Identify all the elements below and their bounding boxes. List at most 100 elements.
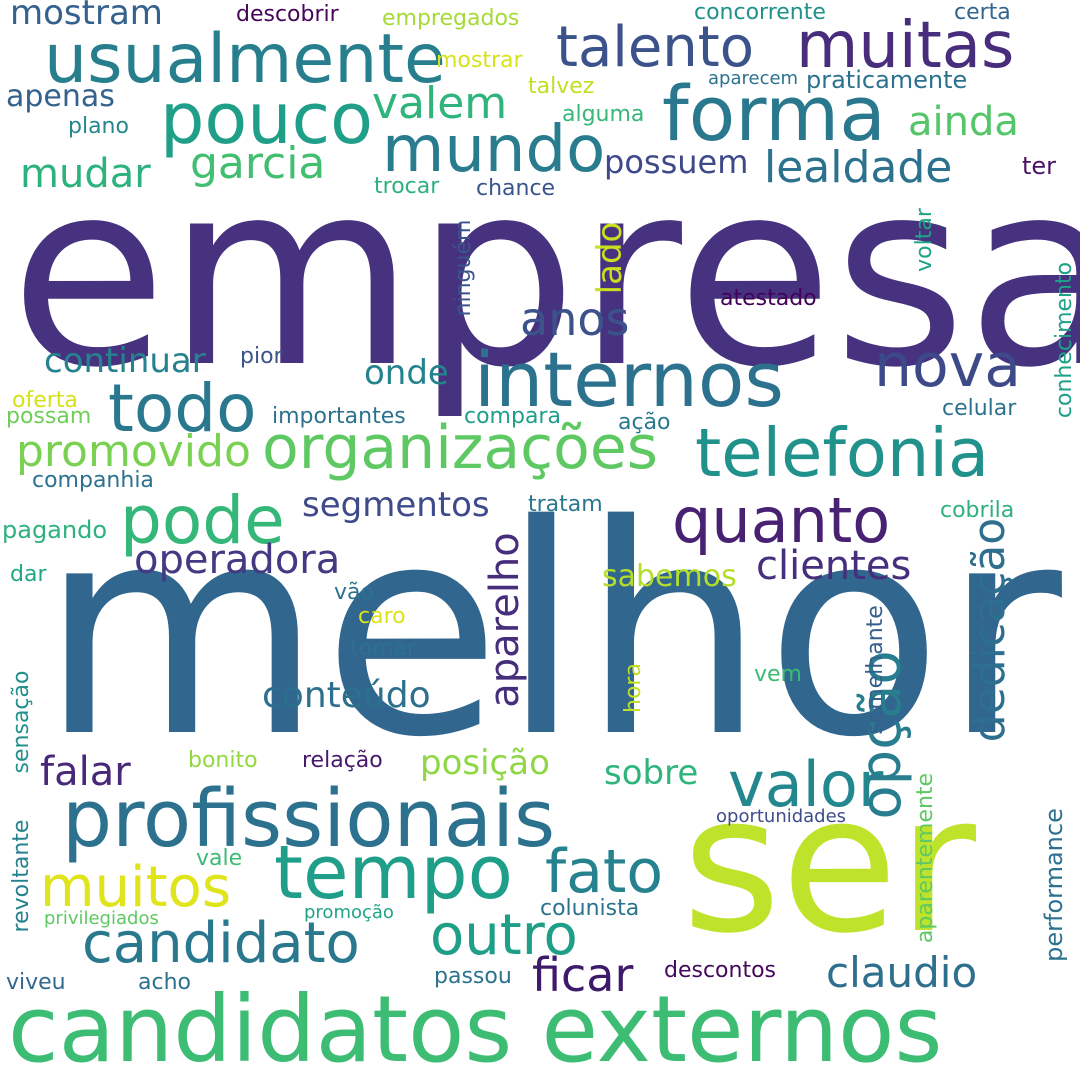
word-promocao: promoção bbox=[304, 902, 394, 923]
word-clientes: clientes bbox=[756, 543, 912, 589]
word-cobrila: cobrila bbox=[940, 498, 1015, 523]
word-talvez: talvez bbox=[528, 74, 595, 99]
word-pagando: pagando bbox=[2, 516, 108, 544]
word-onde: onde bbox=[364, 353, 449, 393]
word-candidatos-externos: candidatos externos bbox=[8, 976, 943, 1080]
word-valor: valor bbox=[728, 748, 884, 821]
word-compara: compara bbox=[464, 404, 561, 429]
word-tratam: tratam bbox=[528, 492, 603, 517]
word-sensacao: sensação bbox=[9, 670, 34, 774]
word-valem: valem bbox=[372, 78, 508, 129]
word-ter: ter bbox=[1022, 152, 1057, 180]
word-celular: celular bbox=[942, 396, 1017, 421]
word-concorrente: concorrente bbox=[694, 0, 826, 25]
word-nova: nova bbox=[874, 331, 1022, 401]
word-bonito: bonito bbox=[188, 748, 258, 773]
word-todo: todo bbox=[108, 370, 257, 447]
word-possuem: possuem bbox=[604, 143, 749, 181]
word-performance: performance bbox=[1040, 808, 1068, 962]
word-melhor: melhor bbox=[40, 464, 1062, 801]
word-segmentos: segmentos bbox=[302, 485, 490, 525]
word-telefonia: telefonia bbox=[695, 414, 990, 492]
word-chance: chance bbox=[476, 176, 556, 201]
word-companhia: companhia bbox=[32, 468, 154, 493]
word-oportunidades: oportunidades bbox=[716, 806, 847, 827]
word-plano: plano bbox=[68, 114, 129, 139]
word-vao: vão bbox=[334, 580, 374, 605]
word-tempo: tempo bbox=[274, 830, 513, 916]
word-certa: certa bbox=[954, 0, 1011, 25]
word-caro: caro bbox=[358, 604, 406, 629]
word-garcia: garcia bbox=[190, 138, 326, 189]
word-colunista: colunista bbox=[540, 896, 640, 921]
word-aparentemente: aparentemente bbox=[913, 772, 938, 944]
word-mundo: mundo bbox=[382, 113, 606, 187]
word-continuar: continuar bbox=[44, 341, 206, 381]
word-conhecimento: conhecimento bbox=[1052, 261, 1077, 419]
word-posicao: posição bbox=[420, 743, 550, 783]
word-mostram: mostram bbox=[10, 0, 163, 33]
word-promovido: promovido bbox=[16, 426, 251, 477]
word-descontos: descontos bbox=[664, 958, 777, 983]
word-semelhante: semelhante bbox=[863, 605, 888, 735]
word-muitas: muitas bbox=[796, 9, 1015, 83]
word-ficar: ficar bbox=[532, 948, 634, 1002]
word-organizacoes: organizações bbox=[262, 413, 659, 483]
word-voltar: voltar bbox=[912, 208, 937, 272]
word-talento: talento bbox=[556, 15, 754, 80]
word-operadora: operadora bbox=[134, 537, 341, 583]
word-candidato: candidato bbox=[82, 911, 360, 976]
word-lado: lado bbox=[590, 221, 630, 295]
word-ainda: ainda bbox=[908, 99, 1019, 145]
word-descobrir: descobrir bbox=[236, 2, 339, 27]
word-fato: fato bbox=[545, 837, 664, 907]
word-possam: possam bbox=[6, 404, 92, 429]
word-tomar: tomar bbox=[350, 636, 417, 661]
word-vale: vale bbox=[196, 846, 243, 871]
word-empresa: empresa bbox=[10, 127, 1080, 424]
word-anos: anos bbox=[520, 292, 630, 346]
word-viveu: viveu bbox=[6, 970, 66, 995]
word-hora: hora bbox=[621, 663, 646, 713]
word-acao: ação bbox=[618, 410, 671, 435]
word-claudio: claudio bbox=[826, 948, 978, 997]
word-forma: forma bbox=[662, 69, 886, 158]
word-mostrar: mostrar bbox=[436, 48, 523, 73]
word-trocar: trocar bbox=[374, 174, 440, 199]
word-acho: acho bbox=[138, 970, 191, 995]
word-muitos: muitos bbox=[40, 855, 231, 920]
word-passou: passou bbox=[434, 964, 512, 989]
word-revoltante: revoltante bbox=[9, 819, 34, 933]
word-internos: internos bbox=[474, 335, 785, 424]
word-pior: pior bbox=[240, 344, 283, 369]
word-sabemos: sabemos bbox=[602, 559, 737, 594]
word-lealdade: lealdade bbox=[764, 142, 953, 193]
word-dedicacao: dedicação bbox=[964, 517, 1015, 743]
word-outro: outro bbox=[430, 903, 578, 968]
word-mudar: mudar bbox=[20, 151, 151, 197]
word-empregados: empregados bbox=[382, 6, 520, 31]
word-falar: falar bbox=[40, 749, 131, 795]
word-aparelho: aparelho bbox=[482, 532, 528, 708]
word-profissionais: profissionais bbox=[62, 773, 556, 865]
word-oferta: oferta bbox=[12, 388, 78, 413]
word-relacao: relação bbox=[302, 748, 383, 773]
word-aparecem: aparecem bbox=[708, 68, 799, 89]
word-apenas: apenas bbox=[6, 79, 115, 114]
word-usualmente: usualmente bbox=[44, 20, 446, 99]
word-vem: vem bbox=[754, 662, 802, 687]
word-praticamente: praticamente bbox=[806, 66, 968, 94]
word-quanto: quanto bbox=[672, 484, 891, 557]
word-conteudo: conteúdo bbox=[262, 675, 431, 716]
word-pouco: pouco bbox=[160, 78, 373, 160]
word-pode: pode bbox=[120, 482, 285, 559]
word-sobre: sobre bbox=[604, 753, 699, 793]
word-dar: dar bbox=[10, 562, 47, 587]
word-atestado: atestado bbox=[720, 286, 817, 311]
word-importantes: importantes bbox=[272, 404, 406, 429]
word-alguma: alguma bbox=[562, 102, 645, 127]
word-privilegiados: privilegiados bbox=[44, 908, 159, 929]
word-ser: ser bbox=[682, 754, 976, 975]
word-ninguem: ninguém bbox=[451, 219, 476, 317]
